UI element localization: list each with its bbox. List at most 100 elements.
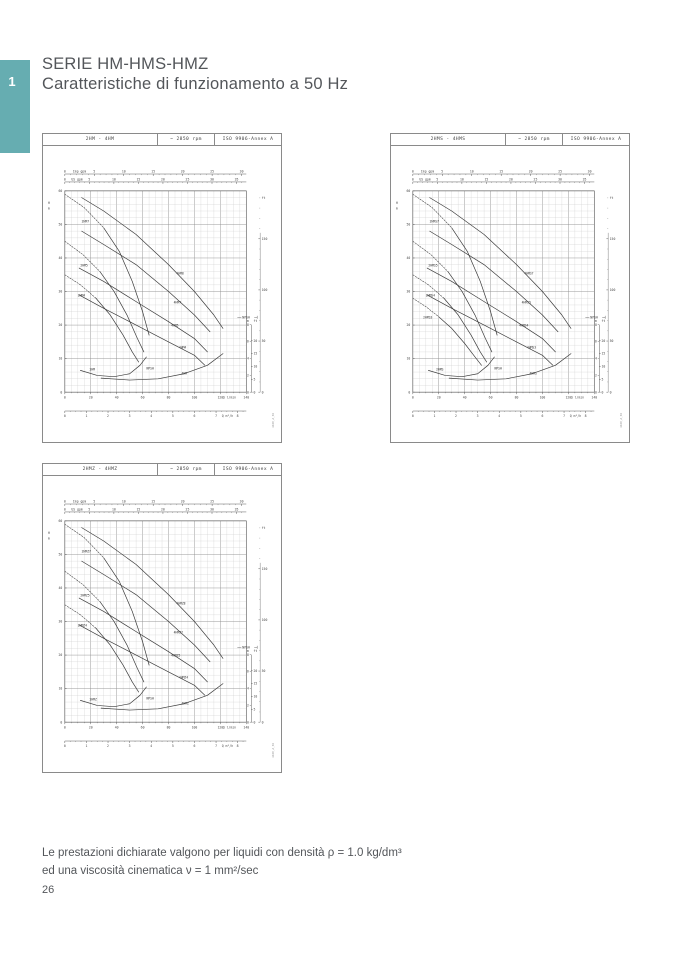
svg-text:30: 30	[59, 620, 63, 624]
svg-text:35: 35	[235, 508, 239, 512]
svg-text:H: H	[48, 201, 50, 205]
footer-note: Le prestazioni dichiarate valgono per li…	[42, 845, 402, 880]
svg-text:8: 8	[237, 414, 239, 418]
svg-text:4HMS3: 4HMS3	[527, 346, 536, 350]
svg-text:0: 0	[64, 726, 66, 730]
svg-text:0: 0	[595, 390, 597, 394]
svg-text:4: 4	[498, 414, 500, 418]
svg-text:0: 0	[64, 178, 66, 182]
svg-text:20: 20	[529, 170, 533, 174]
svg-text:100: 100	[192, 726, 198, 730]
svg-text:7: 7	[563, 414, 565, 418]
svg-text:3: 3	[477, 414, 479, 418]
svg-text:10: 10	[602, 365, 606, 369]
svg-text:2: 2	[247, 373, 249, 377]
svg-text:120: 120	[566, 396, 572, 400]
chart-header-models: 2HMS - 4HMS	[391, 134, 506, 145]
svg-text:60: 60	[59, 189, 63, 193]
svg-text:ft: ft	[262, 196, 266, 200]
svg-text:20: 20	[89, 726, 93, 730]
svg-text:0: 0	[610, 390, 612, 394]
svg-text:2: 2	[107, 414, 109, 418]
svg-text:15: 15	[151, 170, 155, 174]
svg-text:50: 50	[262, 339, 266, 343]
svg-text:5: 5	[172, 414, 174, 418]
svg-text:50: 50	[262, 669, 266, 673]
svg-text:10: 10	[112, 508, 116, 512]
svg-text:4HMZ8: 4HMZ8	[176, 602, 185, 606]
svg-text:120: 120	[218, 726, 224, 730]
svg-text:20: 20	[89, 396, 93, 400]
svg-text:4HM4: 4HM4	[179, 346, 187, 350]
svg-text:10: 10	[460, 178, 464, 182]
svg-text:100: 100	[262, 618, 268, 622]
svg-text:30: 30	[240, 500, 244, 504]
svg-text:0: 0	[262, 720, 264, 724]
svg-text:1: 1	[85, 744, 87, 748]
svg-text:2HMS5: 2HMS5	[428, 263, 437, 267]
svg-text:0: 0	[60, 720, 62, 724]
footer-line1: Le prestazioni dichiarate valgono per li…	[42, 847, 402, 859]
svg-text:10: 10	[122, 170, 126, 174]
svg-text:100: 100	[540, 396, 546, 400]
svg-text:80: 80	[515, 396, 519, 400]
svg-text:4: 4	[247, 357, 249, 361]
svg-text:8: 8	[237, 744, 239, 748]
svg-text:25: 25	[210, 170, 214, 174]
svg-text:2HMZ4: 2HMZ4	[78, 624, 87, 628]
svg-text:50: 50	[407, 223, 411, 227]
svg-text:30: 30	[558, 178, 562, 182]
svg-text:20: 20	[161, 178, 165, 182]
svg-text:5: 5	[172, 744, 174, 748]
svg-text:2HM4: 2HM4	[78, 294, 86, 298]
svg-text:Q m³/h: Q m³/h	[570, 414, 582, 418]
svg-text:H: H	[48, 531, 50, 535]
svg-text:5: 5	[93, 170, 95, 174]
svg-text:4HM7: 4HM7	[174, 300, 182, 304]
svg-text:7: 7	[215, 744, 217, 748]
chart-header-standard: ISO 9906-Annex A	[222, 137, 274, 142]
page-title: SERIE HM-HMS-HMZ	[42, 55, 209, 73]
svg-text:10: 10	[254, 695, 258, 699]
svg-text:4468_A_04: 4468_A_04	[619, 413, 623, 428]
svg-text:15: 15	[485, 178, 489, 182]
svg-text:6: 6	[247, 340, 249, 344]
svg-text:40: 40	[59, 586, 63, 590]
svg-text:Imp gpm: Imp gpm	[421, 170, 434, 174]
svg-text:10: 10	[254, 365, 258, 369]
svg-text:ft: ft	[262, 526, 266, 530]
svg-text:25: 25	[186, 178, 190, 182]
svg-text:25: 25	[210, 500, 214, 504]
svg-text:0: 0	[64, 396, 66, 400]
svg-text:2HMS7: 2HMS7	[430, 220, 439, 224]
svg-text:60: 60	[407, 189, 411, 193]
section-tab: 1	[0, 60, 30, 153]
svg-text:30: 30	[588, 170, 592, 174]
svg-text:0: 0	[412, 178, 414, 182]
svg-text:6: 6	[595, 340, 597, 344]
svg-text:Q l/min: Q l/min	[571, 396, 584, 400]
svg-text:5: 5	[88, 508, 90, 512]
chart-header-models: 2HM - 4HM	[43, 134, 158, 145]
svg-text:120: 120	[218, 396, 224, 400]
svg-text:15: 15	[151, 500, 155, 504]
svg-text:40: 40	[463, 396, 467, 400]
svg-text:2HM: 2HM	[89, 367, 95, 371]
svg-text:4HMS: 4HMS	[529, 372, 537, 376]
svg-text:20: 20	[254, 669, 258, 673]
svg-text:20: 20	[161, 508, 165, 512]
svg-text:0: 0	[64, 414, 66, 418]
svg-text:4: 4	[150, 744, 152, 748]
svg-text:15: 15	[254, 682, 258, 686]
svg-text:50: 50	[59, 553, 63, 557]
svg-text:Q l/min: Q l/min	[223, 726, 236, 730]
svg-text:40: 40	[115, 726, 119, 730]
chart-header: 2HMS - 4HMS ~ 2850 rpm ISO 9906-Annex A	[391, 134, 629, 146]
svg-text:Q l/min: Q l/min	[223, 396, 236, 400]
svg-text:40: 40	[59, 256, 63, 260]
svg-text:100: 100	[610, 288, 616, 292]
svg-text:30: 30	[59, 290, 63, 294]
svg-text:15: 15	[254, 352, 258, 356]
